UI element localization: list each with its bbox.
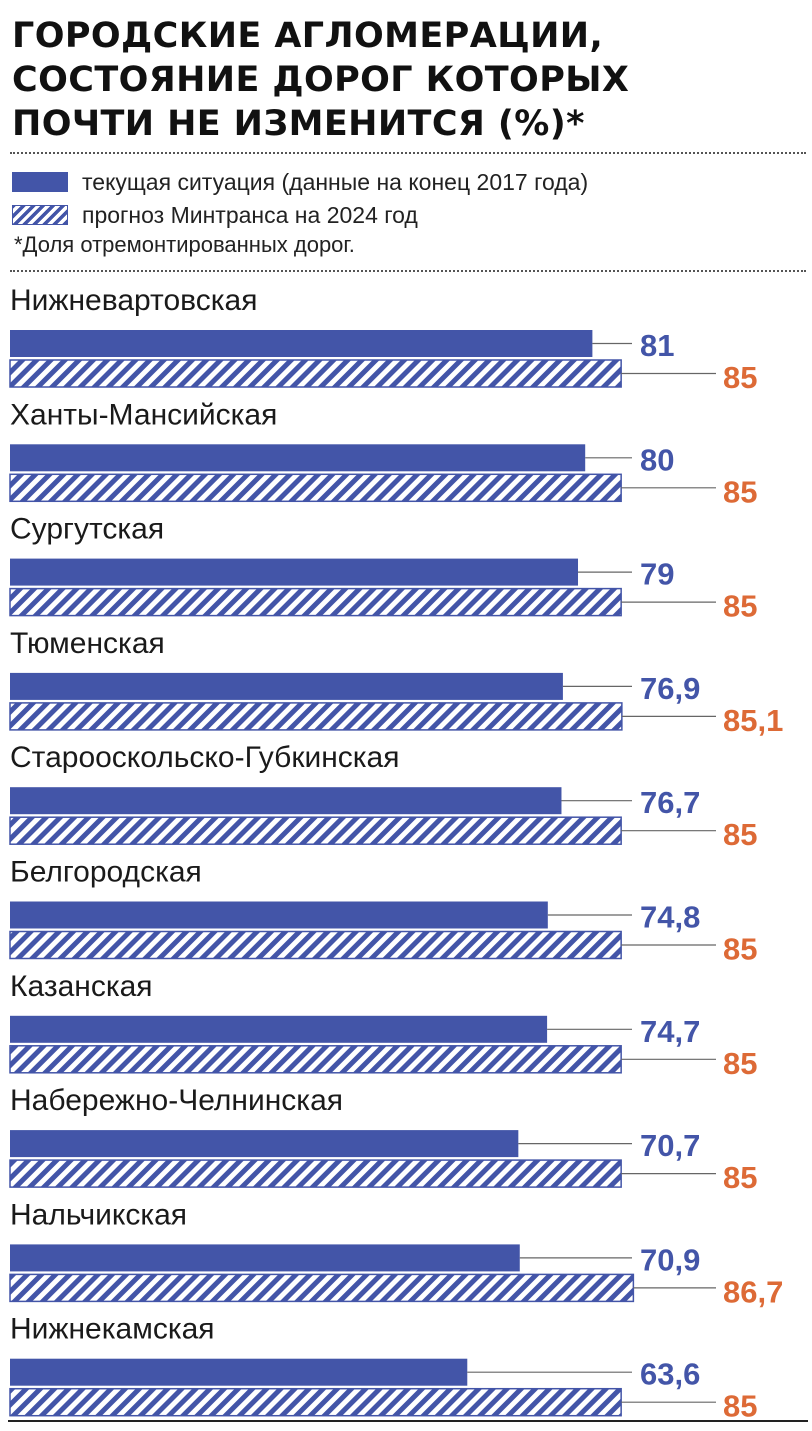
bar-current — [10, 1358, 468, 1386]
category-label: Сургутская — [10, 513, 164, 546]
chart-title-line: ГОРОДСКИЕ АГЛОМЕРАЦИИ, — [12, 16, 604, 56]
chart-title-line: СОСТОЯНИЕ ДОРОГ КОТОРЫХ — [12, 60, 630, 100]
bar-forecast — [9, 816, 622, 845]
value-label-current: 74,7 — [640, 1014, 700, 1049]
category-label: Тюменская — [10, 627, 165, 660]
bar-forecast — [9, 702, 623, 731]
value-label-forecast: 86,7 — [723, 1274, 783, 1309]
chart-title: ГОРОДСКИЕ АГЛОМЕРАЦИИ, СОСТОЯНИЕ ДОРОГ К… — [12, 14, 802, 146]
bar-forecast — [9, 1273, 635, 1303]
bar-current — [10, 444, 586, 472]
bar-current — [10, 1130, 519, 1158]
value-label-forecast: 85 — [723, 360, 757, 395]
value-label-forecast: 85 — [723, 1160, 757, 1195]
bar-current — [10, 330, 593, 357]
category-label: Набережно-Челнинская — [10, 1084, 343, 1117]
value-label-current: 74,8 — [640, 900, 700, 935]
bar-forecast — [9, 1045, 622, 1074]
value-label-current: 76,7 — [640, 785, 700, 820]
value-label-forecast: 85 — [723, 817, 757, 852]
legend-item-current: текущая ситуация (данные на конец 2017 г… — [12, 168, 588, 196]
bar-current — [10, 901, 548, 929]
category-label: Нальчикская — [10, 1198, 187, 1231]
value-label-forecast: 85 — [723, 932, 757, 967]
bar-forecast — [9, 587, 622, 617]
bar-forecast — [9, 359, 622, 388]
value-label-forecast: 85,1 — [723, 703, 783, 738]
value-label-current: 79 — [640, 557, 674, 592]
legend-swatch-hatched — [12, 205, 68, 225]
bar-current — [10, 787, 562, 815]
bar-forecast — [9, 1159, 622, 1188]
value-label-current: 81 — [640, 328, 674, 363]
chart-title-line: ПОЧТИ НЕ ИЗМЕНИТСЯ (%)* — [12, 104, 585, 144]
category-label: Нижневартовская — [10, 284, 257, 317]
value-label-current: 70,7 — [640, 1128, 700, 1163]
legend-item-forecast: прогноз Минтранса на 2024 год — [12, 201, 418, 229]
category-label: Белгородская — [10, 856, 202, 889]
value-label-current: 70,9 — [640, 1242, 700, 1277]
value-label-current: 63,6 — [640, 1357, 700, 1392]
value-label-forecast: 85 — [723, 474, 757, 509]
bar-forecast — [9, 1387, 622, 1417]
value-label-current: 76,9 — [640, 671, 700, 706]
category-label: Ханты-Мансийская — [10, 398, 277, 431]
chart-baseline — [8, 1420, 808, 1422]
bar-current — [10, 672, 563, 700]
bar-chart: Нижневартовская 81 85 Ханты-Мансийская 80 85 С… — [9, 284, 783, 1420]
dotted-divider-top — [10, 152, 806, 154]
bar-current — [10, 558, 579, 586]
value-label-forecast: 85 — [723, 1389, 757, 1420]
category-label: Нижнекамская — [10, 1313, 215, 1346]
category-label: Старооскольско-Губкинская — [10, 741, 400, 774]
dotted-divider-bottom — [10, 270, 806, 272]
bar-forecast — [9, 930, 622, 960]
bar-forecast — [9, 473, 622, 503]
bar-current — [10, 1015, 548, 1043]
value-label-current: 80 — [640, 442, 674, 477]
bar-current — [10, 1244, 520, 1272]
legend-label-forecast: прогноз Минтранса на 2024 год — [82, 201, 418, 228]
category-label: Казанская — [10, 970, 153, 1003]
legend-label-current: текущая ситуация (данные на конец 2017 г… — [82, 168, 589, 195]
footnote: *Доля отремонтированных дорог. — [14, 232, 355, 257]
value-label-forecast: 85 — [723, 589, 757, 624]
legend-swatch-solid — [12, 172, 68, 192]
value-label-forecast: 85 — [723, 1046, 757, 1081]
